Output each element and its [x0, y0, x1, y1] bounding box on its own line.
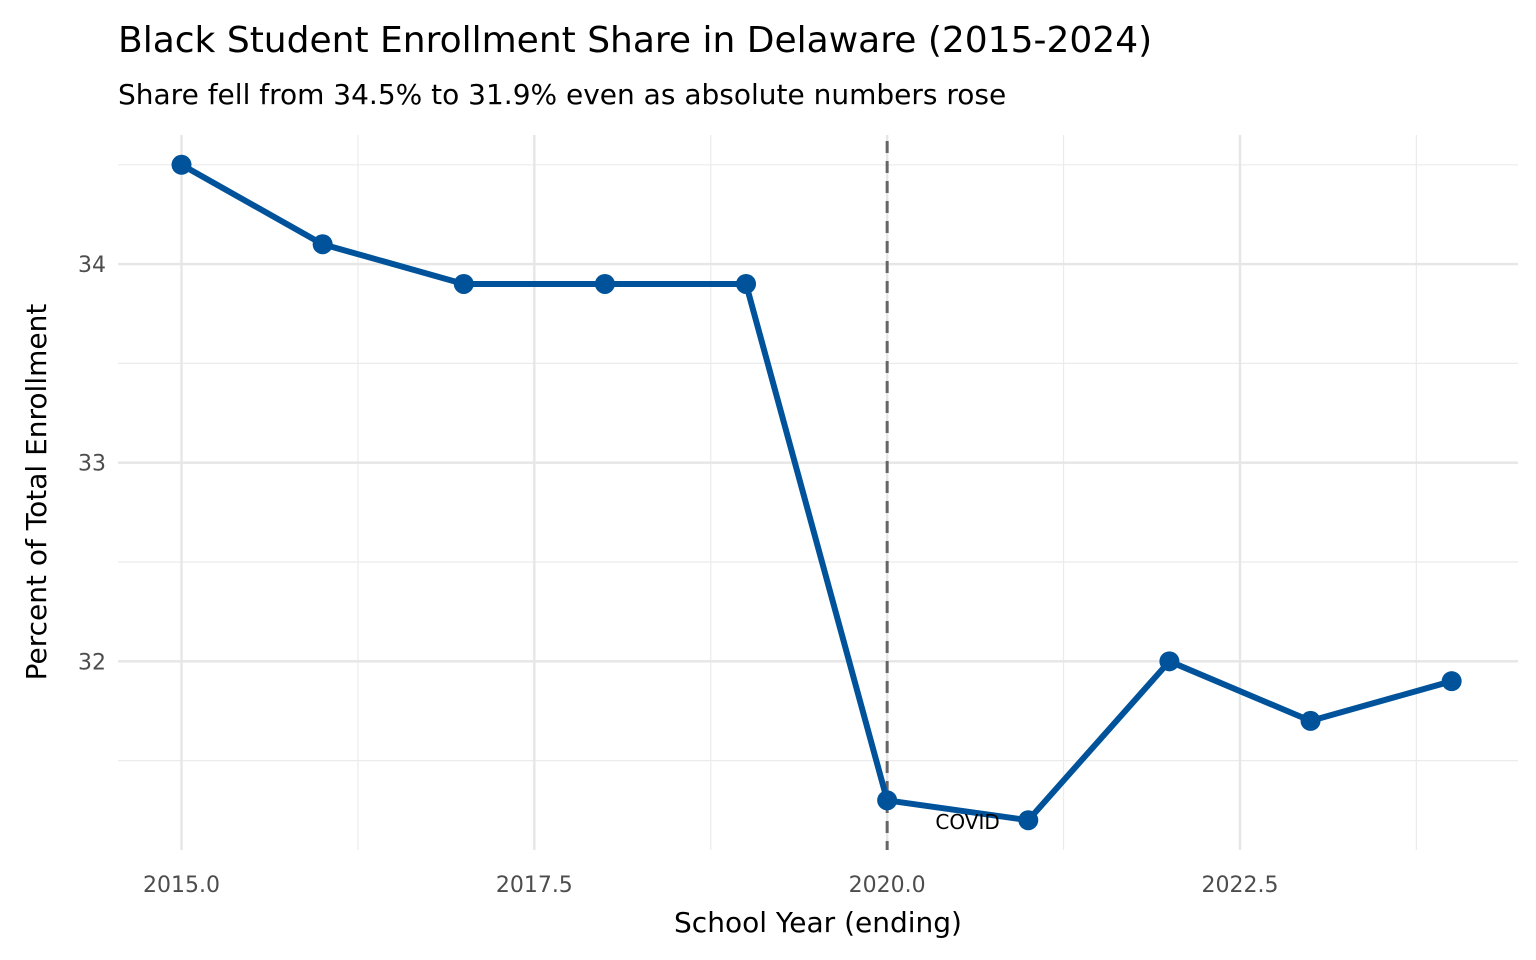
data-point — [1159, 651, 1180, 672]
x-axis-label: School Year (ending) — [674, 906, 962, 939]
chart-subtitle: Share fell from 34.5% to 31.9% even as a… — [118, 78, 1006, 111]
data-point — [1018, 810, 1039, 831]
data-point — [453, 273, 474, 294]
data-point — [877, 790, 898, 811]
tick-labels: 2015.0 2017.5 2020.0 2022.5 32 33 34 — [78, 253, 1278, 898]
y-tick-label: 32 — [78, 650, 106, 675]
x-tick-label: 2017.5 — [496, 873, 573, 898]
y-tick-label: 33 — [78, 452, 106, 477]
data-point — [171, 154, 192, 175]
series-line — [180, 162, 1453, 824]
data-point — [736, 273, 757, 294]
x-tick-label: 2022.5 — [1201, 873, 1278, 898]
data-point — [594, 273, 615, 294]
data-point — [1300, 710, 1321, 731]
data-point — [312, 234, 333, 255]
chart-title: Black Student Enrollment Share in Delawa… — [118, 20, 1152, 61]
y-tick-label: 34 — [78, 253, 106, 278]
grid — [118, 135, 1518, 850]
covid-label: COVID — [935, 810, 999, 834]
x-tick-label: 2015.0 — [143, 873, 220, 898]
data-point — [1441, 671, 1462, 692]
y-axis-label: Percent of Total Enrollment — [20, 304, 53, 681]
x-tick-label: 2020.0 — [849, 873, 926, 898]
series-layer: COVID — [171, 154, 1462, 834]
